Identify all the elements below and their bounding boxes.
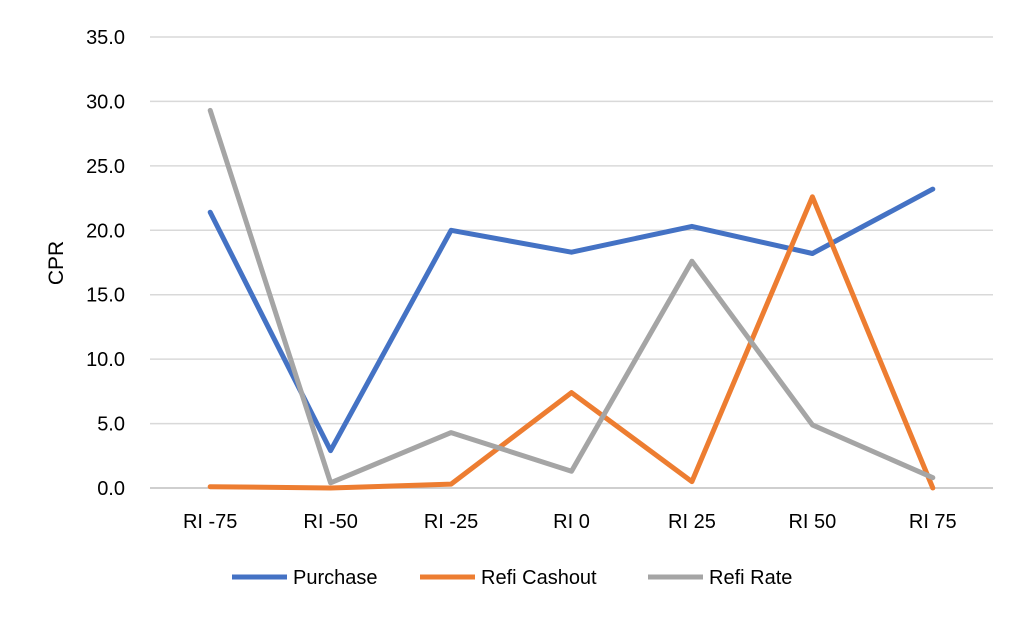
legend: Purchase Refi Cashout Refi Rate — [232, 567, 792, 589]
x-tick-label: RI -25 — [424, 511, 478, 533]
y-tick-label: 30.0 — [86, 91, 125, 113]
x-tick-label: RI -50 — [303, 511, 357, 533]
y-tick-label: 5.0 — [97, 414, 125, 436]
legend-label: Purchase — [293, 567, 378, 589]
y-axis-label: CPR — [45, 241, 68, 285]
x-tick-label: RI 50 — [788, 511, 836, 533]
y-tick-label: 25.0 — [86, 156, 125, 178]
y-tick-label: 10.0 — [86, 349, 125, 371]
series-lines — [210, 110, 933, 488]
x-tick-label: RI -75 — [183, 511, 237, 533]
y-axis-ticks: 0.0 5.0 10.0 15.0 20.0 25.0 30.0 35.0 — [86, 27, 125, 500]
x-tick-label: RI 25 — [668, 511, 716, 533]
y-tick-label: 20.0 — [86, 220, 125, 242]
legend-label: Refi Rate — [709, 567, 792, 589]
x-axis-ticks: RI -75 RI -50 RI -25 RI 0 RI 25 RI 50 RI 75 — [183, 511, 957, 533]
gridlines — [150, 37, 993, 488]
y-tick-label: 15.0 — [86, 285, 125, 307]
y-tick-label: 35.0 — [86, 27, 125, 49]
x-tick-label: RI 0 — [553, 511, 590, 533]
legend-label: Refi Cashout — [481, 567, 597, 589]
y-tick-label: 0.0 — [97, 478, 125, 500]
x-tick-label: RI 75 — [909, 511, 957, 533]
